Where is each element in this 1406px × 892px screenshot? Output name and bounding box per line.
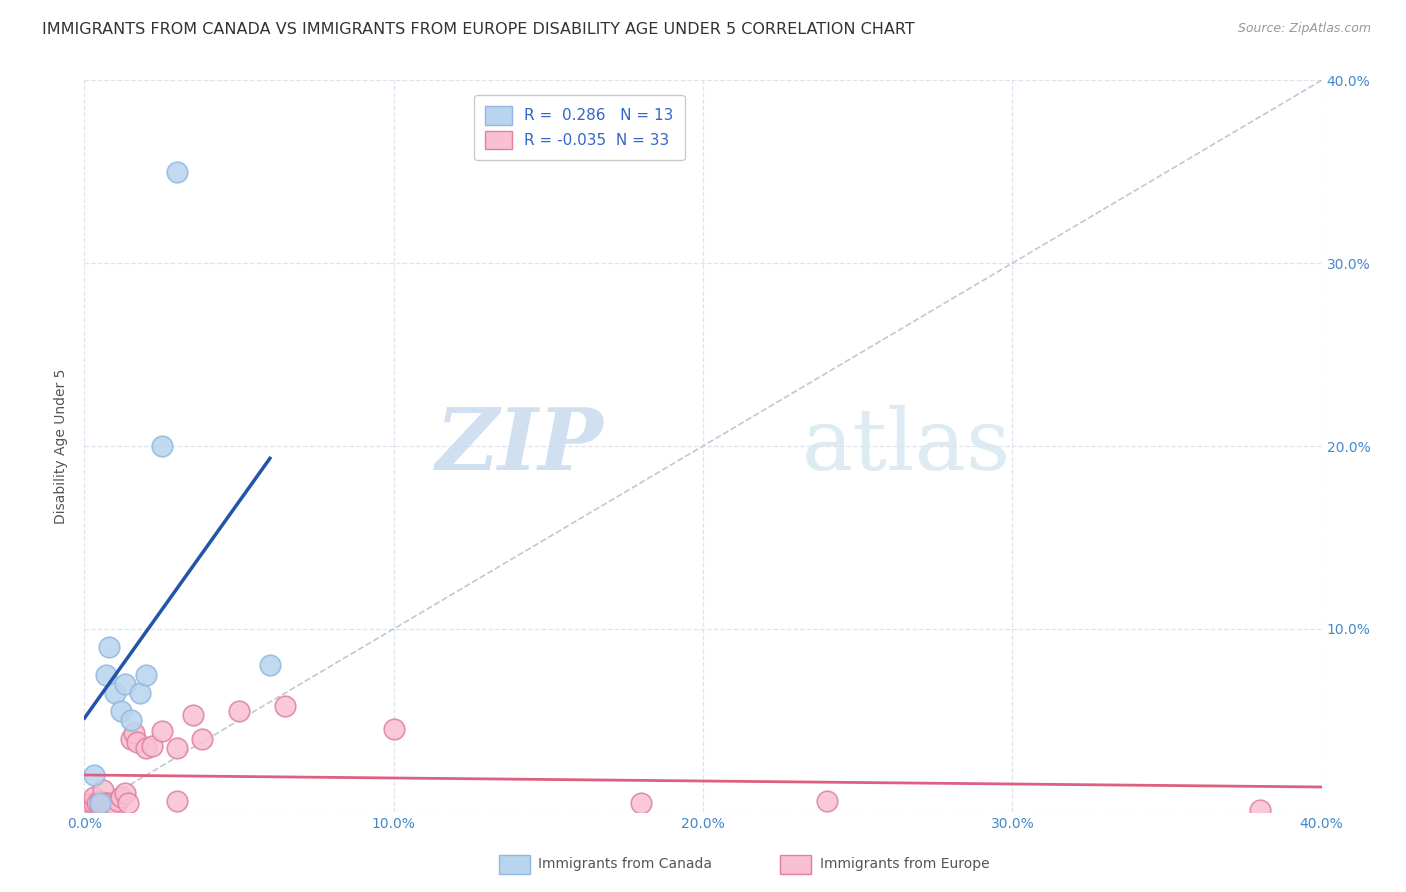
Point: [83, 796, 105, 810]
Point: [110, 704, 132, 718]
Point: [150, 439, 173, 453]
Point: [382, 723, 405, 737]
Point: [166, 740, 188, 755]
Point: [94, 667, 117, 681]
Point: [135, 667, 157, 681]
Point: [135, 740, 157, 755]
Point: [630, 796, 652, 810]
Point: [98, 640, 121, 655]
Point: [114, 676, 136, 690]
Point: [101, 796, 124, 810]
Y-axis label: Disability Age Under 5: Disability Age Under 5: [55, 368, 69, 524]
Point: [228, 704, 250, 718]
Point: [120, 731, 142, 746]
Point: [98, 797, 121, 812]
Point: [815, 794, 838, 808]
Point: [91, 796, 114, 810]
Point: [94, 796, 117, 810]
Point: [166, 794, 188, 808]
Point: [91, 782, 114, 797]
Point: [89, 796, 111, 810]
Point: [86, 796, 108, 810]
Text: ZIP: ZIP: [436, 404, 605, 488]
Point: [110, 790, 132, 805]
Point: [259, 658, 281, 673]
Point: [141, 739, 163, 753]
Text: Immigrants from Europe: Immigrants from Europe: [820, 857, 990, 871]
Point: [89, 799, 111, 814]
Point: [181, 707, 204, 722]
Point: [120, 714, 142, 728]
Point: [129, 686, 152, 700]
Point: [89, 794, 111, 808]
Point: [274, 698, 297, 713]
Text: Immigrants from Canada: Immigrants from Canada: [538, 857, 713, 871]
Point: [122, 726, 145, 740]
Text: Source: ZipAtlas.com: Source: ZipAtlas.com: [1237, 22, 1371, 36]
Point: [166, 165, 188, 179]
Legend: R =  0.286   N = 13, R = -0.035  N = 33: R = 0.286 N = 13, R = -0.035 N = 33: [474, 95, 685, 160]
Point: [83, 790, 105, 805]
Point: [94, 796, 117, 810]
Point: [117, 796, 139, 810]
Point: [104, 686, 127, 700]
Point: [104, 799, 127, 814]
Point: [1249, 803, 1271, 817]
Point: [150, 724, 173, 739]
Point: [114, 787, 136, 801]
Text: atlas: atlas: [801, 404, 1011, 488]
Point: [83, 768, 105, 782]
Point: [79, 796, 101, 810]
Point: [107, 794, 129, 808]
Point: [191, 731, 214, 746]
Point: [125, 735, 148, 749]
Text: IMMIGRANTS FROM CANADA VS IMMIGRANTS FROM EUROPE DISABILITY AGE UNDER 5 CORRELAT: IMMIGRANTS FROM CANADA VS IMMIGRANTS FRO…: [42, 22, 915, 37]
